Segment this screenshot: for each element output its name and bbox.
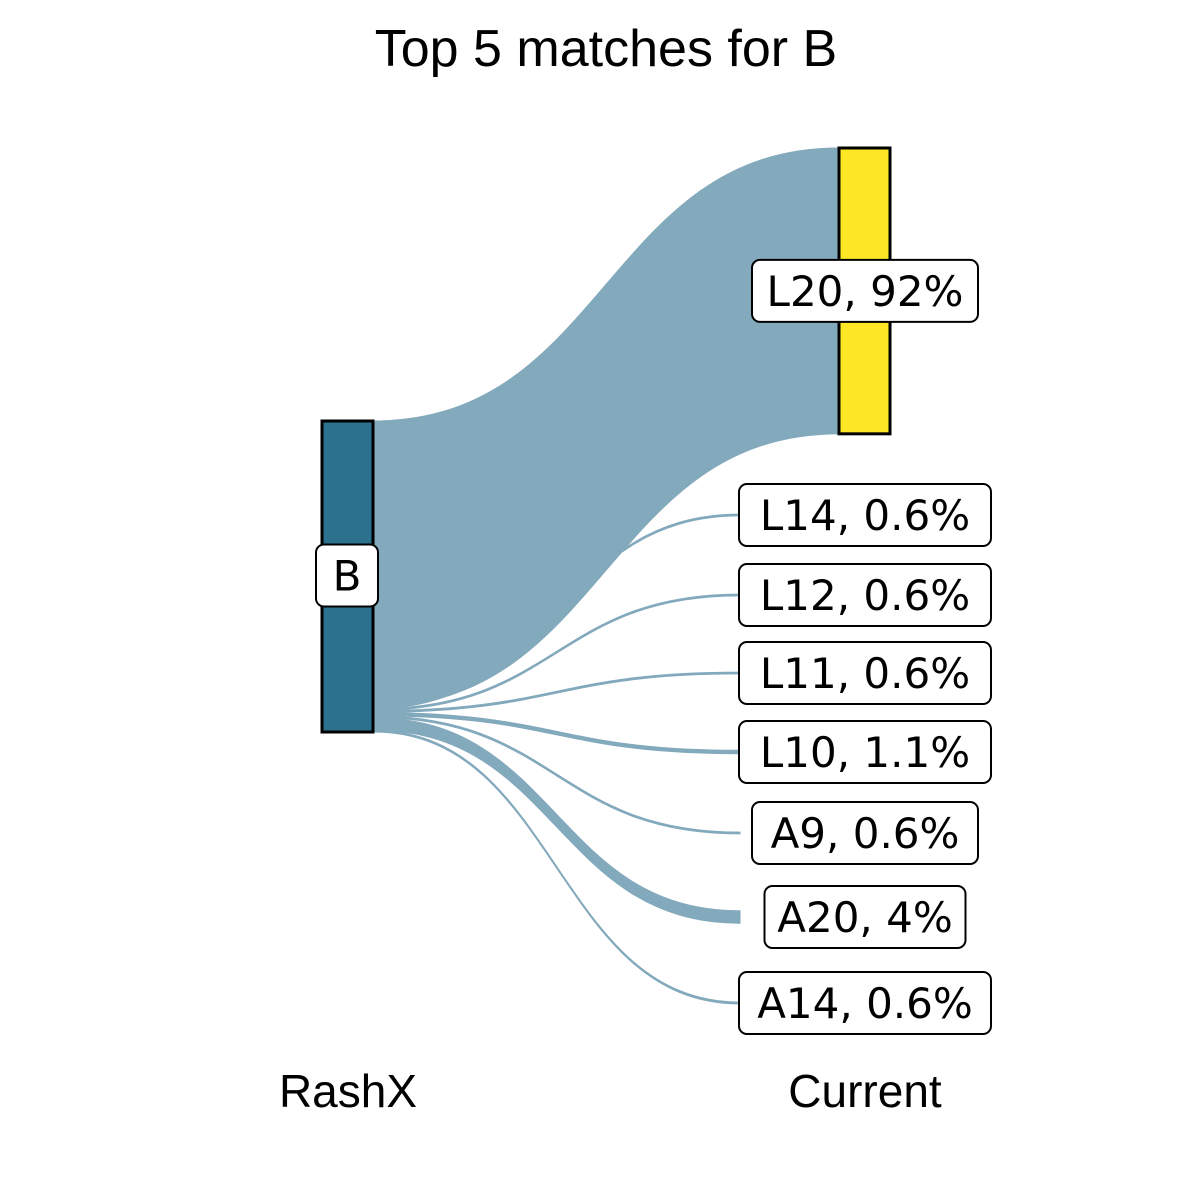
target-label-text: A14, 0.6% — [757, 979, 973, 1028]
target-label-box — [751, 801, 979, 865]
target-label-text: L14, 0.6% — [760, 491, 970, 540]
target-label-a14: A14, 0.6% — [738, 971, 992, 1035]
chart-title: Top 5 matches for B — [375, 20, 837, 78]
target-label-box — [738, 641, 992, 705]
target-label-text: L12, 0.6% — [760, 571, 970, 620]
target-label-l12: L12, 0.6% — [738, 563, 992, 627]
source-label-box — [315, 543, 379, 608]
target-label-box — [738, 483, 992, 547]
target-label-l10: L10, 1.1% — [738, 720, 992, 784]
left-axis-label: RashX — [279, 1065, 417, 1117]
flow-b-to-a14 — [372, 729, 741, 1005]
target-label-text: L11, 0.6% — [760, 649, 970, 698]
target-label-box — [738, 720, 992, 784]
target-label-box — [763, 885, 967, 949]
source-label-text: B — [333, 552, 362, 601]
target-label-box — [751, 258, 979, 323]
target-label-text: A20, 4% — [777, 893, 953, 942]
target-label-text: A9, 0.6% — [771, 809, 960, 858]
target-label-a9: A9, 0.6% — [751, 801, 979, 865]
flow-b-to-a9 — [372, 715, 741, 835]
flow-group — [372, 147, 840, 1005]
target-label-l11: L11, 0.6% — [738, 641, 992, 705]
target-label-a20: A20, 4% — [763, 885, 967, 949]
target-label-l20: L20, 92% — [751, 258, 979, 323]
target-label-box — [738, 563, 992, 627]
right-axis-label: Current — [788, 1065, 942, 1117]
target-label-l14: L14, 0.6% — [738, 483, 992, 547]
target-label-text: L10, 1.1% — [760, 728, 970, 777]
target-label-text: L20, 92% — [767, 267, 964, 316]
target-label-box — [738, 971, 992, 1035]
label-group: L20, 92% L14, 0.6% L12, 0.6% L11, 0.6% L10, … — [315, 258, 992, 1035]
source-label: B — [315, 543, 379, 608]
flow-b-to-a20 — [372, 717, 741, 924]
